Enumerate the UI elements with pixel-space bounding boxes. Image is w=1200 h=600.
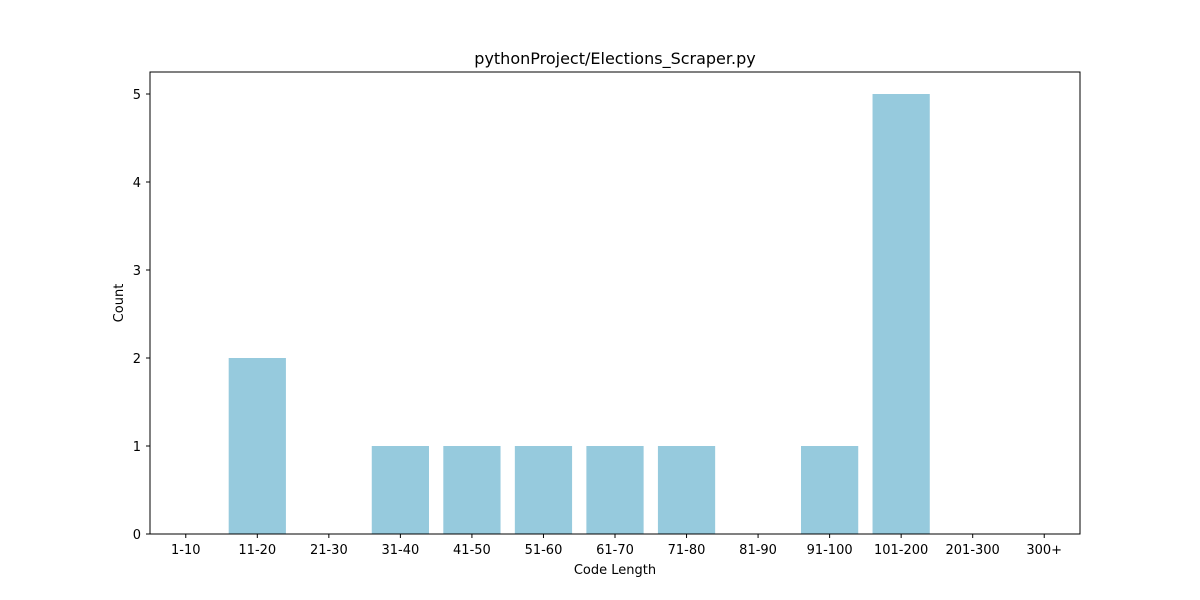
bar-91-100 [801,446,859,534]
x-tick-label: 31-40 [381,543,419,558]
x-tick-label: 1-10 [171,543,201,558]
chart-title: pythonProject/Elections_Scraper.py [474,49,755,69]
x-tick-label: 81-90 [739,543,777,558]
bar-51-60 [514,446,573,534]
x-tick-label: 51-60 [525,543,563,558]
x-tick-label: 21-30 [310,543,348,558]
bar-11-20 [228,358,286,534]
x-axis: 1-10 11-20 21-30 31-40 41-50 51-60 61-70 71-80 8… [171,534,1062,558]
y-tick-label: 3 [133,264,141,279]
y-tick-label: 4 [133,176,141,191]
y-tick-label: 1 [133,440,141,455]
y-tick-label: 0 [133,528,141,543]
x-tick-label: 61-70 [596,543,634,558]
x-tick-label: 101-200 [874,543,928,558]
x-tick-label: 41-50 [453,543,491,558]
x-tick-label: 71-80 [668,543,706,558]
bar-61-70 [586,446,644,534]
x-tick-label: 300+ [1026,543,1062,558]
bars-group [228,94,930,534]
x-tick-label: 11-20 [238,543,276,558]
bar-31-40 [371,446,429,534]
y-tick-label: 2 [133,352,141,367]
bar-41-50 [443,446,501,534]
x-tick-label: 201-300 [946,543,1000,558]
bar-71-80 [657,446,716,534]
x-axis-label: Code Length [574,563,656,578]
y-tick-label: 5 [133,88,141,103]
x-tick-label: 91-100 [807,543,853,558]
y-axis: 0 1 2 3 4 5 [133,88,150,543]
y-axis-label: Count [112,284,127,323]
bar-101-200 [872,94,930,534]
